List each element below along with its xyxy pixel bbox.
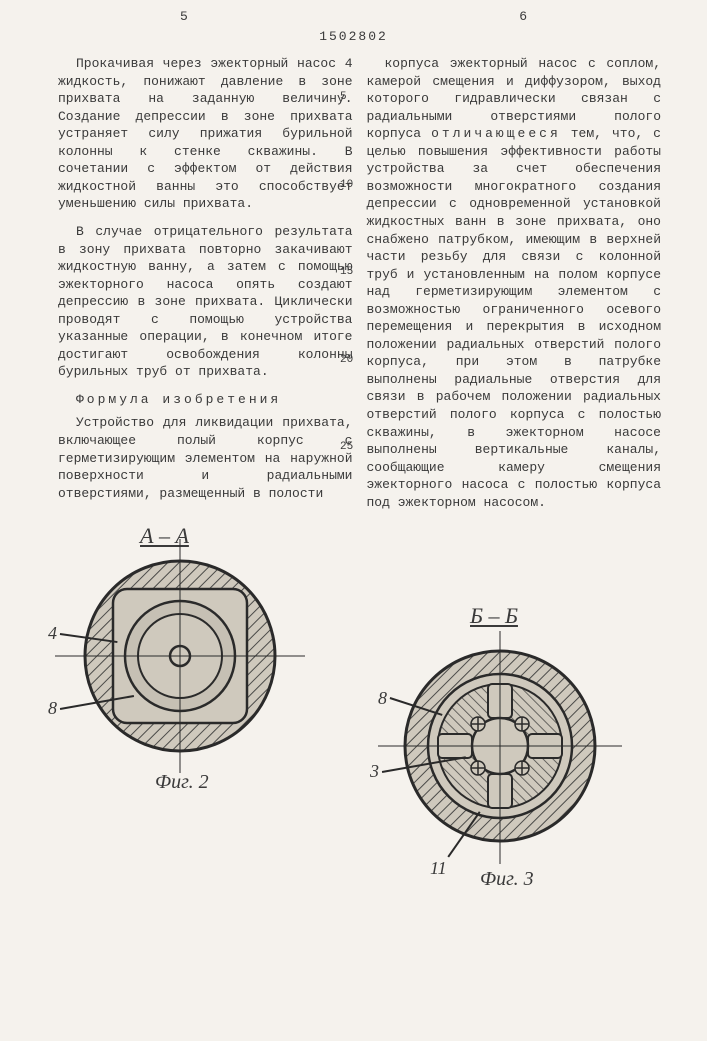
document-number: 1502802 [0, 28, 707, 46]
ref-label-8: 8 [48, 696, 57, 720]
ref-label-8b: 8 [378, 686, 387, 710]
right-column: корпуса эжекторный насос с соплом, камер… [367, 55, 662, 521]
page-right: 6 [519, 8, 527, 26]
line-marker: 25 [340, 442, 353, 453]
figures-region: А – А 4 8 Фиг. 2 Б – Б [0, 521, 707, 1041]
line-marker: 15 [340, 267, 353, 278]
paragraph: Прокачивая через эжекторный насос 4 жидк… [58, 55, 353, 213]
paragraph: Устройство для ликвидации прихвата, вклю… [58, 414, 353, 502]
paragraph: корпуса эжекторный насос с соплом, камер… [367, 55, 662, 511]
text-run: тем, что, с целью повышения эффективност… [367, 126, 662, 509]
page-left: 5 [180, 8, 188, 26]
text-run-spaced: отличающееся [431, 126, 561, 141]
formula-title: Формула изобретения [58, 391, 353, 409]
ref-label-3: 3 [370, 759, 379, 783]
ref-label-4: 4 [48, 621, 57, 645]
text-columns: Прокачивая через эжекторный насос 4 жидк… [0, 45, 707, 521]
page-numbers: 5 6 [0, 0, 707, 26]
line-marker: 5 [340, 92, 347, 103]
ref-label-11: 11 [430, 856, 447, 880]
left-column: Прокачивая через эжекторный насос 4 жидк… [58, 55, 353, 521]
figure-caption-3: Фиг. 3 [480, 866, 534, 893]
line-marker: 10 [340, 180, 353, 191]
paragraph: В случае отрицательного результата в зон… [58, 223, 353, 381]
figure-caption-2: Фиг. 2 [155, 769, 209, 796]
line-marker: 20 [340, 355, 353, 366]
